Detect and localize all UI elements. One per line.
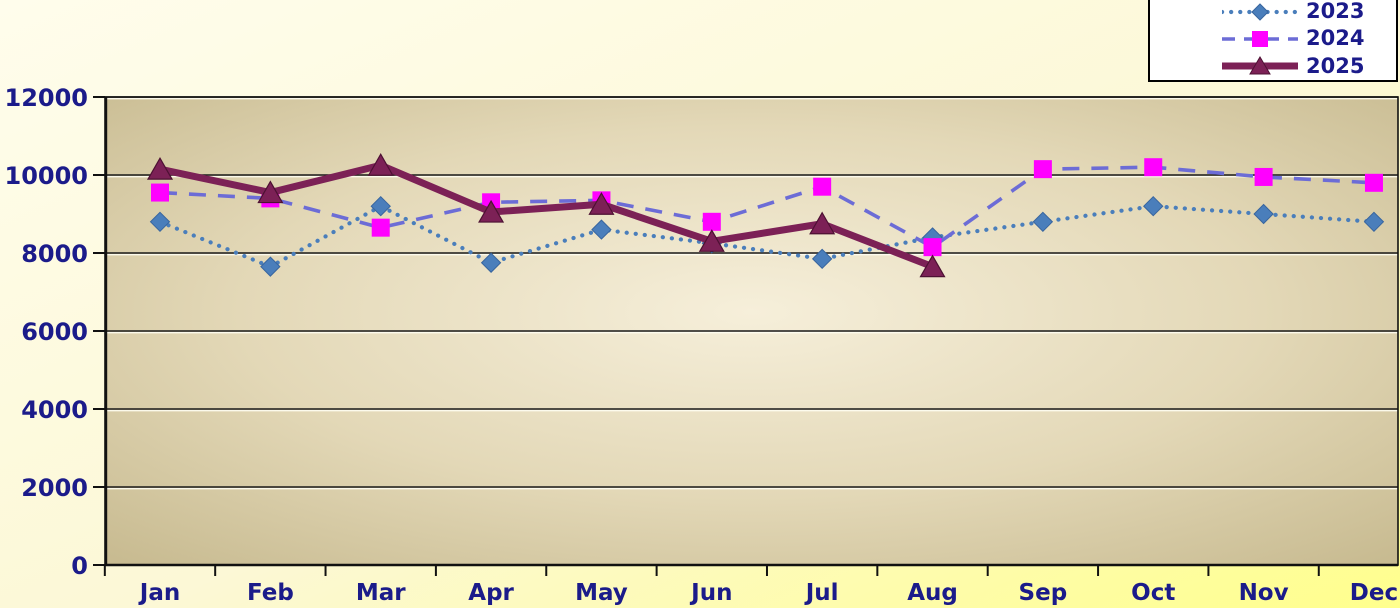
marker-2023-Jan [149, 211, 171, 233]
legend-diamond-marker-icon [1222, 2, 1298, 21]
marker-2023-Sep [1032, 211, 1054, 233]
marker-2025-May [588, 192, 615, 215]
x-axis-tick-label: Sep [1019, 580, 1068, 606]
y-axis-tick-label: 0 [71, 552, 88, 580]
legend-item-2025: 2025 [1222, 53, 1396, 80]
x-axis-tick-label: Mar [356, 580, 406, 606]
series-line-2025 [159, 161, 934, 270]
y-axis-tick-label: 4000 [21, 396, 88, 424]
marker-2024-Sep [1033, 160, 1052, 179]
marker-2024-Jan [151, 183, 169, 202]
x-axis-tick-label: Jul [804, 580, 839, 606]
legend-square-marker-icon [1222, 30, 1298, 47]
marker-2024-Dec [1364, 173, 1383, 192]
legend-item-2023: 2023 [1222, 0, 1396, 25]
marker-2025-Jan [146, 156, 174, 180]
legend: 2023 2024 2025 [1148, 0, 1398, 82]
y-axis-tick-label: 2000 [21, 474, 88, 502]
y-axis-tick-label: 8000 [21, 240, 88, 268]
marker-2023-Apr [480, 252, 502, 273]
marker-2025-Feb [257, 180, 284, 204]
marker-2024-Jul [813, 177, 832, 196]
marker-2024-Mar [371, 218, 390, 237]
marker-2025-Aug [919, 254, 946, 278]
legend-label: 2025 [1306, 53, 1365, 78]
x-axis-tick-label: Feb [247, 580, 294, 606]
x-axis-tick-label: Oct [1131, 580, 1175, 606]
legend-triangle-marker-icon [1222, 56, 1298, 75]
y-axis-tick-label: 6000 [21, 318, 88, 346]
marker-2024-Jun [702, 212, 721, 231]
series-line-2024 [159, 165, 1375, 250]
x-axis-tick-label: Apr [468, 580, 514, 606]
x-axis-tick-label: Aug [907, 580, 958, 606]
marker-2025-Apr [478, 199, 505, 223]
x-axis-tick-label: Nov [1239, 580, 1289, 606]
marker-2023-Nov [1253, 203, 1274, 225]
x-axis-tick-label: Jun [689, 580, 732, 606]
marker-2023-Jul [811, 248, 833, 270]
marker-2024-Aug [923, 238, 942, 257]
y-axis-tick-label: 10000 [5, 162, 89, 190]
y-axis-tick-label: 12000 [5, 84, 89, 112]
legend-label: 2023 [1306, 0, 1365, 24]
legend-label: 2024 [1306, 26, 1365, 51]
marker-2025-Mar [367, 153, 394, 176]
marker-2023-Mar [370, 195, 391, 217]
legend-item-2024: 2024 [1222, 25, 1396, 52]
x-axis-tick-label: May [575, 580, 628, 606]
marker-2023-May [591, 219, 612, 240]
marker-2024-Nov [1254, 167, 1273, 186]
marker-2023-Dec [1363, 211, 1385, 233]
marker-2023-Oct [1143, 195, 1164, 217]
x-axis-tick-label: Jan [138, 580, 180, 606]
marker-2023-Feb [260, 256, 281, 277]
marker-2024-Oct [1144, 158, 1163, 177]
marker-2025-Jul [809, 211, 836, 235]
x-axis-tick-label: Dec [1350, 580, 1398, 606]
marker-2025-Jun [698, 229, 725, 252]
